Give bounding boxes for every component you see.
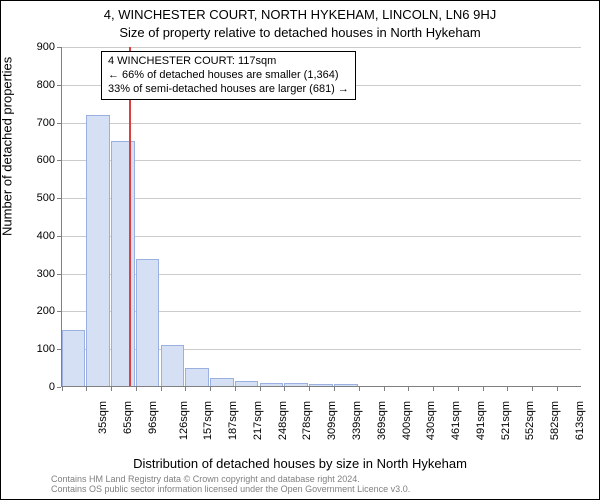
x-tick-mark <box>185 387 186 391</box>
x-tick-label: 339sqm <box>351 401 363 440</box>
x-tick-mark <box>284 387 285 391</box>
x-tick-label: 96sqm <box>147 401 159 434</box>
y-tick-label: 400 <box>37 230 55 242</box>
x-tick-mark <box>309 387 310 391</box>
x-tick-mark <box>433 387 434 391</box>
annotation-box: 4 WINCHESTER COURT: 117sqm ← 66% of deta… <box>101 51 356 100</box>
x-axis-label: Distribution of detached houses by size … <box>1 456 599 471</box>
x-tick-label: 157sqm <box>203 401 215 440</box>
y-ticks: 0100200300400500600700800900 <box>1 47 61 387</box>
x-tick-label: 491sqm <box>475 401 487 440</box>
x-tick-label: 369sqm <box>376 401 388 440</box>
x-tick-label: 552sqm <box>524 401 536 440</box>
footer-line2: Contains OS public sector information li… <box>51 485 571 495</box>
x-tick-mark <box>136 387 137 391</box>
x-tick-label: 400sqm <box>401 401 413 440</box>
annotation-line1: 4 WINCHESTER COURT: 117sqm <box>108 55 349 69</box>
y-tick-label: 100 <box>37 343 55 355</box>
annotation-line2: ← 66% of detached houses are smaller (1,… <box>108 69 349 83</box>
y-tick-label: 800 <box>37 79 55 91</box>
x-tick-mark <box>384 387 385 391</box>
chart-page: 4, WINCHESTER COURT, NORTH HYKEHAM, LINC… <box>0 0 600 500</box>
y-tick-label: 300 <box>37 268 55 280</box>
x-tick-mark <box>334 387 335 391</box>
x-tick-mark <box>86 387 87 391</box>
plot-area: 4 WINCHESTER COURT: 117sqm ← 66% of deta… <box>61 47 581 387</box>
x-tick-label: 248sqm <box>277 401 289 440</box>
y-tick-label: 700 <box>37 117 55 129</box>
x-tick-label: 35sqm <box>97 401 109 434</box>
x-tick-mark <box>359 387 360 391</box>
x-tick-label: 461sqm <box>450 401 462 440</box>
x-tick-mark <box>507 387 508 391</box>
x-tick-mark <box>210 387 211 391</box>
x-tick-label: 126sqm <box>178 401 190 440</box>
histogram-bar <box>161 345 185 387</box>
x-tick-mark <box>111 387 112 391</box>
footer-attribution: Contains HM Land Registry data © Crown c… <box>51 475 571 495</box>
page-title-line2: Size of property relative to detached ho… <box>1 25 599 40</box>
x-tick-label: 187sqm <box>227 401 239 440</box>
y-tick-label: 200 <box>37 305 55 317</box>
x-tick-label: 613sqm <box>574 401 586 440</box>
histogram-bar <box>86 115 110 387</box>
y-tick-label: 900 <box>37 41 55 53</box>
histogram-bar <box>136 259 160 387</box>
x-tick-mark <box>458 387 459 391</box>
x-tick-label: 309sqm <box>326 401 338 440</box>
histogram-bar <box>185 368 209 387</box>
x-tick-mark <box>62 387 63 391</box>
y-tick-label: 0 <box>49 381 55 393</box>
y-tick-label: 600 <box>37 154 55 166</box>
x-tick-mark <box>483 387 484 391</box>
x-tick-label: 582sqm <box>549 401 561 440</box>
x-tick-mark <box>235 387 236 391</box>
x-tick-mark <box>532 387 533 391</box>
y-tick-label: 500 <box>37 192 55 204</box>
x-tick-mark <box>408 387 409 391</box>
x-tick-label: 430sqm <box>425 401 437 440</box>
x-tick-mark <box>557 387 558 391</box>
page-title-line1: 4, WINCHESTER COURT, NORTH HYKEHAM, LINC… <box>1 7 599 22</box>
x-tick-mark <box>260 387 261 391</box>
x-tick-label: 278sqm <box>302 401 314 440</box>
x-ticks: 35sqm 65sqm 96sqm 126sqm 157sqm 187sqm 217sqm 2… <box>61 387 581 447</box>
histogram-bar <box>62 330 86 387</box>
x-tick-label: 217sqm <box>252 401 264 440</box>
x-tick-mark <box>161 387 162 391</box>
annotation-line3: 33% of semi-detached houses are larger (… <box>108 83 349 97</box>
x-tick-label: 65sqm <box>122 401 134 434</box>
x-tick-label: 521sqm <box>500 401 512 440</box>
